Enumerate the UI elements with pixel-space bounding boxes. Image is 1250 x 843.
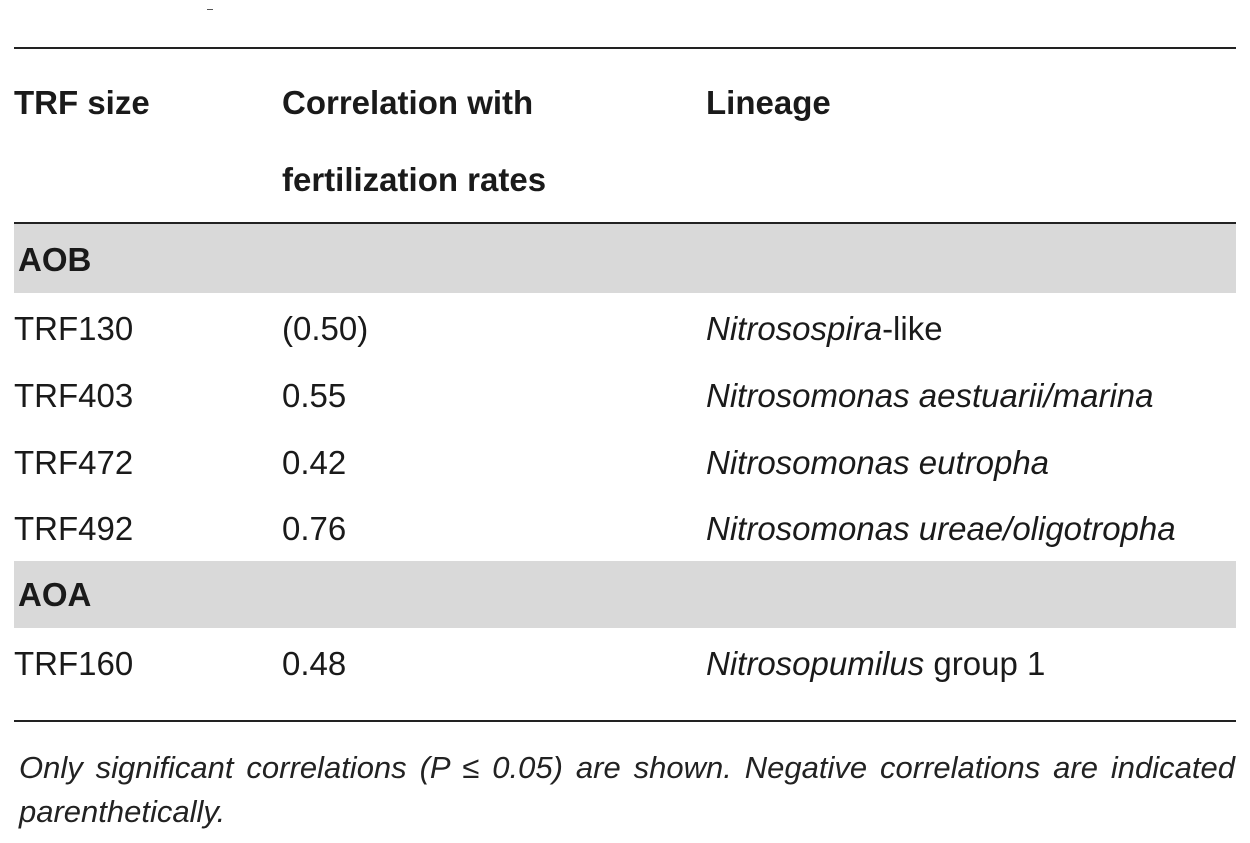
table-bottom-rule [14,720,1236,722]
lineage-italic: Nitrosomonas ureae/oligotropha [706,510,1176,547]
lineage-cell: Nitrosomonas eutropha [706,446,1049,479]
group-label: AOA [18,576,92,613]
lineage-suffix: -like [882,310,943,347]
lineage-italic: Nitrosopumilus [706,645,925,682]
correlation-cell: 0.42 [282,444,347,481]
table-row: TRF403 0.55 Nitrosomonas aestuarii/marin… [14,379,1250,419]
lineage-cell: Nitrosomonas ureae/oligotropha [706,512,1176,545]
trf-cell: TRF130 [14,310,134,347]
lineage-italic: Nitrosomonas aestuarii/marina [706,377,1154,414]
lineage-suffix: group 1 [924,645,1046,682]
correlation-cell: 0.76 [282,510,347,547]
lineage-cell: Nitrosomonas aestuarii/marina [706,379,1154,412]
table-row: TRF492 0.76 Nitrosomonas ureae/oligotrop… [14,512,1250,552]
group-band-aob: AOB [14,224,1236,293]
lineage-italic: Nitrosomonas eutropha [706,444,1050,481]
trf-cell: TRF403 [14,377,134,414]
trf-cell: TRF472 [14,444,134,481]
group-label: AOB [18,241,92,278]
lineage-cell: Nitrosopumilus group 1 [706,647,1045,680]
table-footnote: Only significant correlations (P ≤ 0.05)… [19,750,1235,829]
header-lineage: Lineage [706,84,831,121]
trf-cell: TRF492 [14,510,134,547]
table-row: TRF130 (0.50) Nitrosospira-like [14,312,1250,352]
stray-mark [207,9,213,10]
header-trf-size: TRF size [14,84,150,121]
table-row: TRF472 0.42 Nitrosomonas eutropha [14,446,1250,486]
correlation-cell: 0.55 [282,377,347,414]
trf-cell: TRF160 [14,645,134,682]
correlation-cell: (0.50) [282,310,369,347]
table-top-rule [14,47,1236,49]
header-correlation-line1: Correlation with [282,84,534,121]
header-bottom-rule [14,222,1236,224]
correlation-cell: 0.48 [282,645,347,682]
lineage-cell: Nitrosospira-like [706,312,943,345]
header-correlation-line2: fertilization rates [282,161,547,198]
lineage-italic: Nitrosospira [706,310,883,347]
table-row: TRF160 0.48 Nitrosopumilus group 1 [14,647,1250,687]
group-band-aoa: AOA [14,561,1236,628]
